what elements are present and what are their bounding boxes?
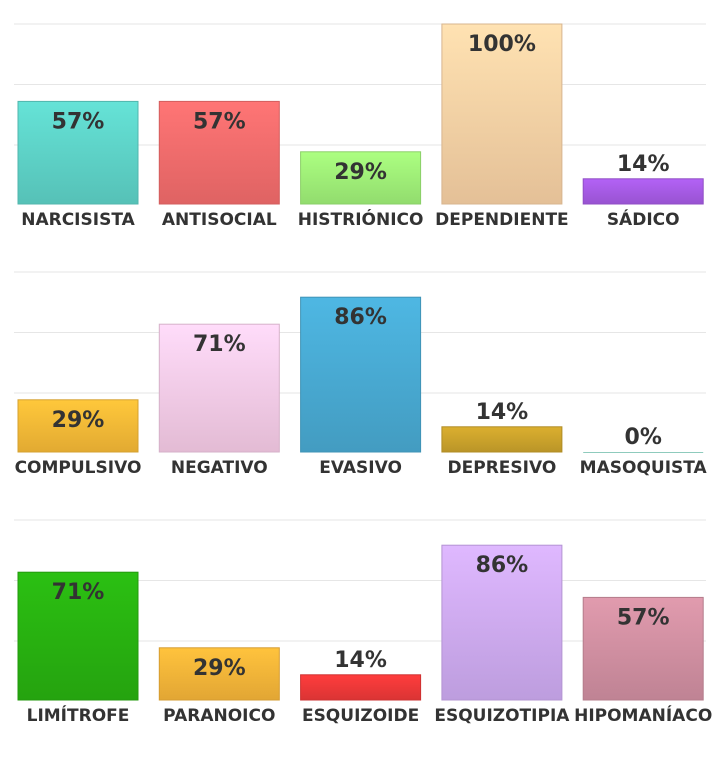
category-label: ESQUIZOTIPIA <box>434 706 570 726</box>
bar[interactable] <box>583 452 704 453</box>
data-label: 57% <box>193 109 246 134</box>
data-label: 86% <box>334 305 387 330</box>
bar[interactable] <box>441 426 563 453</box>
bar[interactable] <box>17 571 139 701</box>
category-label: DEPRESIVO <box>448 458 557 478</box>
chart-panel-2: 29% COMPULSIVO 71% NEGATIVO 86% EVASIVO 14% DEP… <box>14 271 708 478</box>
bar[interactable] <box>17 399 139 453</box>
data-label: 71% <box>52 580 105 605</box>
data-label: 57% <box>617 605 670 630</box>
chart-panel-1: 57% NARCISISTA 57% ANTISOCIAL 29% HISTRIÓNICO… <box>14 23 706 230</box>
bar[interactable] <box>300 296 422 453</box>
category-label: MASOQUISTA <box>580 458 708 478</box>
data-label: 0% <box>625 425 662 450</box>
category-label: HISTRIÓNICO <box>298 208 424 230</box>
category-label: NARCISISTA <box>21 210 135 230</box>
category-label: LIMÍTROFE <box>27 704 130 726</box>
data-label: 29% <box>52 408 105 433</box>
data-label: 100% <box>468 32 536 57</box>
bar[interactable] <box>158 100 280 205</box>
category-label: NEGATIVO <box>171 458 268 478</box>
category-label: PARANOICO <box>163 706 275 726</box>
data-label: 29% <box>193 656 246 681</box>
data-label: 57% <box>52 109 105 134</box>
bar[interactable] <box>582 596 704 701</box>
category-label: COMPULSIVO <box>15 458 142 478</box>
bar[interactable] <box>300 674 422 701</box>
category-label: EVASIVO <box>319 458 402 478</box>
bar[interactable] <box>158 647 280 701</box>
data-label: 14% <box>334 648 387 673</box>
data-label: 86% <box>476 553 529 578</box>
data-label: 71% <box>193 332 246 357</box>
category-label: DEPENDIENTE <box>435 210 569 230</box>
data-label: 29% <box>334 160 387 185</box>
data-label: 14% <box>476 400 529 425</box>
category-label: HIPOMANÍACO <box>574 704 712 726</box>
bar[interactable] <box>300 151 422 205</box>
bar[interactable] <box>441 23 563 205</box>
bar[interactable] <box>158 323 280 453</box>
category-label: SÁDICO <box>607 208 680 230</box>
chart-panel-3: 71% LIMÍTROFE 29% PARANOICO 14% ESQUIZOIDE 86%… <box>14 519 712 726</box>
bar[interactable] <box>441 544 563 701</box>
data-label: 14% <box>617 152 670 177</box>
category-label: ESQUIZOIDE <box>302 706 419 726</box>
category-label: ANTISOCIAL <box>162 210 277 230</box>
bar[interactable] <box>582 178 704 205</box>
bar[interactable] <box>17 100 139 205</box>
